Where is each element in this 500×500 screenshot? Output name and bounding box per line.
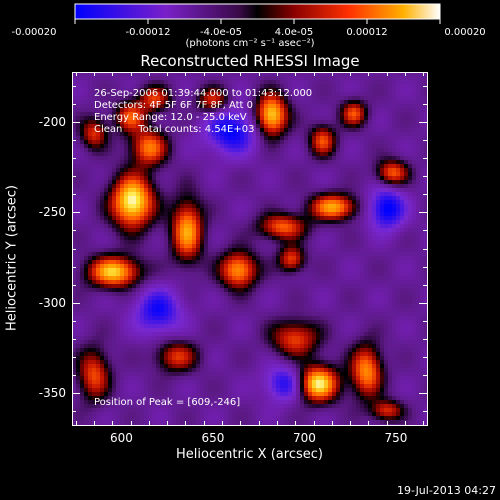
x-tick-label: 600 (109, 431, 133, 445)
colorbar-tick-label: -4.0e-05 (200, 27, 242, 38)
x-tick-label: 650 (201, 431, 225, 445)
y-tick-label: -300 (38, 295, 66, 310)
axis-tick-marks (72, 72, 427, 425)
y-axis-label: Heliocentric Y (arcsec) (4, 185, 20, 331)
chart-title: Reconstructed RHESSI Image (140, 52, 360, 70)
colorbar-tick-label: -0.00020 (11, 27, 57, 38)
y-tick-label: -350 (38, 385, 66, 400)
x-axis-label: Heliocentric X (arcsec) (176, 447, 323, 462)
y-tick-label: -200 (38, 115, 66, 130)
colorbar-unit-label: (photons cm⁻² s⁻¹ asec⁻²) (185, 38, 315, 49)
info-energy-range: Energy Range: 12.0 - 25.0 keV (94, 112, 247, 123)
colorbar-tick-label: 0.00020 (444, 27, 486, 38)
info-clean-counts: Clean Total counts: 4.54E+03 (94, 124, 255, 135)
info-time-range: 26-Sep-2006 01:39:44.000 to 01:43:12.000 (94, 88, 313, 99)
colorbar (74, 3, 441, 24)
x-tick-label: 700 (292, 431, 316, 445)
heatmap-image (72, 72, 427, 425)
colorbar-tick-label: -0.00012 (125, 27, 171, 38)
x-tick-label: 750 (384, 431, 408, 445)
colorbar-tick-label: 0.00012 (346, 27, 388, 38)
footer-date: 19-Jul-2013 04:27 (396, 484, 496, 497)
y-tick-labels: -200 -250 -300 -350 (0, 0, 72, 500)
colorbar-tick-labels: -0.00020 -0.00012 -4.0e-05 4.0e-05 0.000… (0, 27, 500, 39)
info-detectors: Detectors: 4F 5F 6F 7F 8F, Att 0 (94, 100, 254, 111)
colorbar-gradient (74, 3, 441, 20)
y-tick-label: -250 (38, 205, 66, 220)
colorbar-ticks (74, 19, 441, 24)
colorbar-tick-label: 4.0e-05 (274, 27, 314, 38)
peak-position-label: Position of Peak = [609,-246] (94, 397, 241, 408)
